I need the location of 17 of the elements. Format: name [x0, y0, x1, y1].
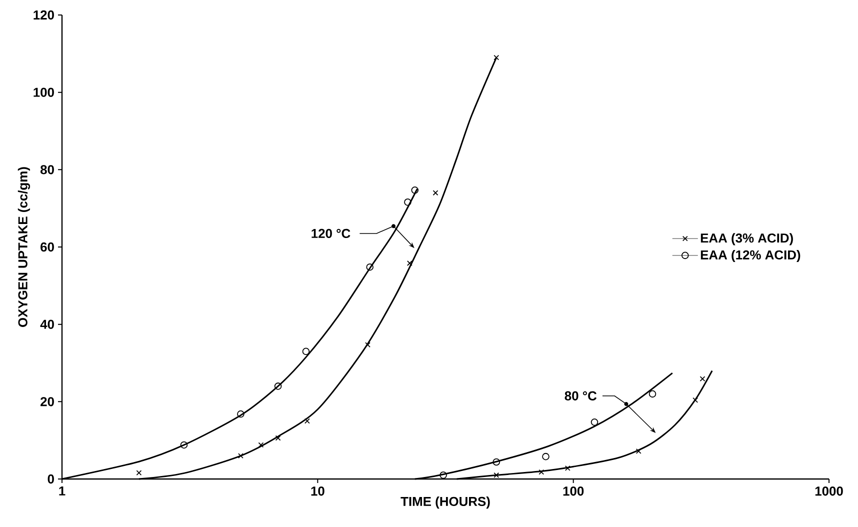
- y-tick-label: 0: [48, 474, 54, 484]
- y-tick-label: 80: [40, 165, 54, 174]
- x-tick-label: 100: [563, 486, 584, 496]
- annotation: 120 °C: [312, 228, 350, 238]
- annotation: 80 °C: [564, 391, 597, 400]
- x-tick-label: 1000: [815, 486, 843, 496]
- x-axis-title: TIME (HOURS): [400, 496, 490, 509]
- y-axis-title: OXYGEN UPTAKE (cc/gm): [18, 167, 30, 327]
- y-tick-label: 120: [34, 10, 54, 20]
- x-tick-label: 10: [311, 486, 324, 496]
- y-tick-label: 20: [40, 397, 54, 406]
- y-tick-label: 100: [34, 88, 54, 97]
- legend-label: EAA (12% ACID): [700, 250, 800, 262]
- y-tick-label: 40: [40, 320, 54, 329]
- x-tick-label: 1: [59, 486, 66, 496]
- legend-label: EAA (3% ACID): [700, 233, 793, 246]
- y-tick-label: 60: [40, 242, 54, 252]
